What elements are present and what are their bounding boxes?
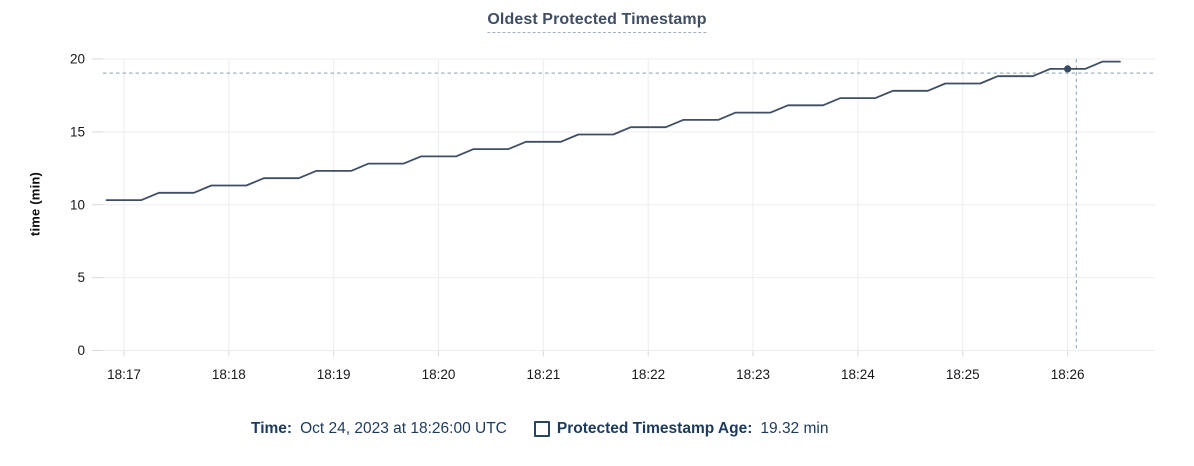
x-tick-label: 18:17	[107, 367, 141, 382]
x-tick-label: 18:26	[1051, 367, 1085, 382]
axis-tick-marks	[92, 58, 1069, 357]
cursor-crosshair	[103, 59, 1155, 351]
x-tick-label: 18:21	[526, 367, 560, 382]
y-tick-label: 0	[77, 343, 85, 358]
series-checkbox[interactable]	[533, 421, 550, 437]
legend-series-label[interactable]: Protected Timestamp Age:	[556, 420, 753, 437]
chart-legend: Time: Oct 24, 2023 at 18:26:00 UTC Prote…	[251, 418, 828, 440]
x-tick-label: 18:19	[317, 367, 351, 382]
axis-tick-labels: 0 5 10 15 20 18:17 18:18 18:19 18:20 18:21 18:22 18…	[70, 52, 1085, 383]
y-tick-label: 10	[70, 197, 85, 212]
x-tick-label: 18:20	[422, 367, 456, 382]
hover-point-dot	[1064, 65, 1072, 73]
x-tick-label: 18:23	[736, 367, 770, 382]
x-tick-label: 18:25	[946, 367, 980, 382]
legend-time-value: Oct 24, 2023 at 18:26:00 UTC	[300, 420, 507, 437]
x-tick-label: 18:22	[631, 367, 665, 382]
legend-time-label: Time:	[251, 420, 293, 437]
grid-lines	[103, 58, 1155, 351]
legend-series-value: 19.32 min	[760, 420, 829, 437]
y-tick-label: 20	[70, 52, 85, 67]
x-tick-label: 18:24	[841, 367, 875, 382]
chart-title[interactable]: Oldest Protected Timestamp	[487, 11, 707, 33]
y-tick-label: 5	[77, 270, 85, 285]
x-tick-label: 18:18	[212, 367, 246, 382]
series-line-protected-timestamp-age	[105, 60, 1121, 202]
y-tick-label: 15	[70, 124, 85, 139]
